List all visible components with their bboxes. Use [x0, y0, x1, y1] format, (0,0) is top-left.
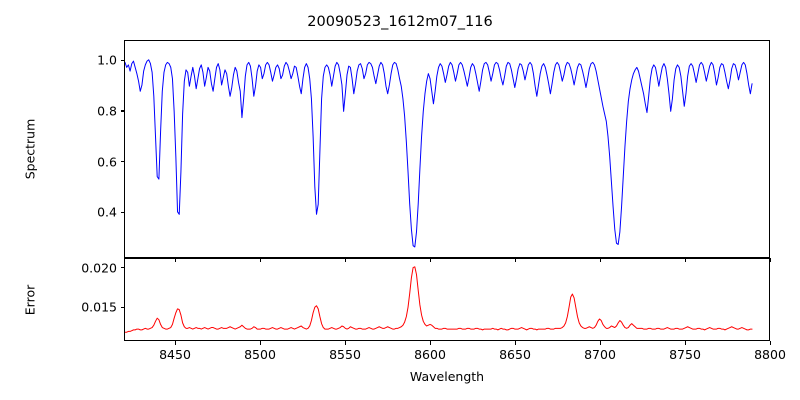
x-tick-mark: [429, 258, 431, 262]
x-tick-label: 8700: [584, 347, 616, 362]
spectrum-line-chart: [125, 41, 769, 257]
x-tick-mark: [344, 258, 346, 262]
y-tick-label: 0.4: [97, 204, 117, 220]
y-tick-label: 1.0: [97, 52, 117, 68]
y-tick-label: 0.020: [81, 260, 117, 276]
y-tick-mark: [120, 161, 124, 163]
y-axis-label-error: Error: [22, 284, 38, 316]
x-tick-mark: [599, 258, 601, 262]
x-tick-mark: [174, 258, 176, 262]
y-tick-mark: [120, 306, 124, 309]
y-tick-mark: [120, 110, 124, 112]
x-tick-label: 8650: [499, 347, 531, 362]
y-tick-mark: [120, 267, 124, 269]
y-tick-mark: [120, 59, 124, 61]
y-tick-label: 0.6: [97, 154, 117, 170]
y-axis-label-spectrum: Spectrum: [22, 118, 38, 180]
spectrum-data-line: [125, 60, 752, 247]
x-tick-mark: [769, 341, 771, 345]
x-tick-mark: [259, 258, 261, 262]
x-tick-label: 8550: [329, 347, 361, 362]
x-tick-mark: [344, 341, 346, 345]
x-axis-label: Wavelength: [409, 369, 485, 384]
x-tick-mark: [514, 258, 516, 262]
y-tick-label: 0.8: [97, 103, 117, 119]
x-tick-mark: [684, 341, 686, 345]
x-tick-mark: [514, 341, 516, 345]
x-tick-label: 8800: [754, 347, 786, 362]
error-data-line: [125, 267, 752, 332]
x-tick-label: 8500: [244, 347, 276, 362]
x-tick-label: 8750: [669, 347, 701, 362]
x-tick-mark: [429, 341, 431, 345]
x-tick-mark: [684, 258, 686, 262]
spectrum-plot-area: [124, 40, 770, 258]
error-plot-area: [124, 258, 770, 341]
x-tick-label: 8600: [414, 347, 446, 362]
x-tick-mark: [769, 258, 771, 262]
y-tick-mark: [120, 211, 124, 213]
figure-title: 20090523_1612m07_116: [307, 14, 493, 30]
error-line-chart: [125, 259, 769, 340]
y-tick-label: 0.015: [81, 299, 117, 315]
x-tick-mark: [174, 341, 176, 345]
x-tick-label: 8450: [159, 347, 191, 362]
x-tick-mark: [259, 341, 261, 345]
x-tick-mark: [599, 341, 601, 345]
